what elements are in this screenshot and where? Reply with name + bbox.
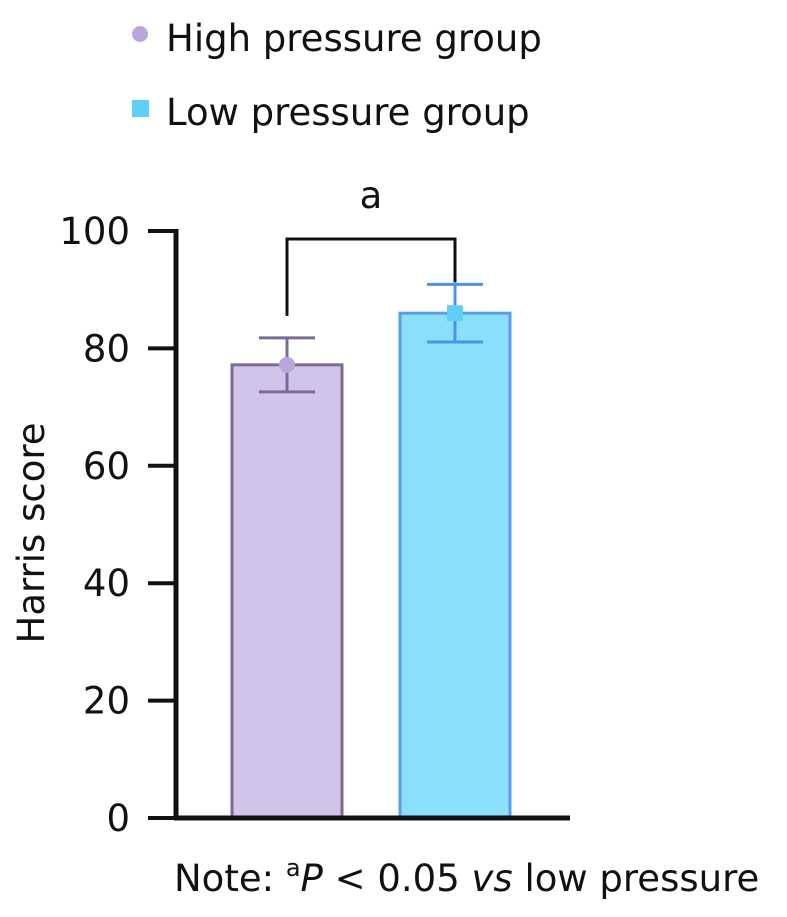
legend-marker-circle [132,26,148,42]
y-tick-label: 40 [83,562,130,605]
y-tick-label: 60 [83,445,130,488]
bars-layer [230,282,512,820]
legend-label: High pressure group [166,17,542,60]
y-tick-label: 0 [106,797,130,840]
y-tick-label: 80 [83,327,130,370]
y-axis-title: Harris score [10,422,53,643]
note-vs: vs [472,857,513,900]
data-point-marker [279,356,295,373]
data-point-marker [447,305,463,322]
y-tick-label: 100 [59,210,130,253]
note-p: P [301,857,324,900]
axes-layer: 0 20 40 60 80 100 [59,210,570,840]
legend: High pressure group Low pressure group [132,17,542,134]
legend-label: Low pressure group [166,91,530,134]
y-tick-label: 20 [83,680,130,723]
note-text: Note: aP < 0.05 vs low pressure [174,854,759,900]
note-threshold: < 0.05 [323,857,472,900]
significance-label: a [360,174,383,217]
significance-line [285,237,457,316]
significance-bracket: a [285,174,457,316]
note-suffix: low pressure [513,857,760,900]
bar [398,311,512,820]
note-prefix: Note: [174,857,286,900]
bar [230,363,344,820]
note-superscript: a [286,854,301,882]
legend-marker-square [132,100,149,117]
